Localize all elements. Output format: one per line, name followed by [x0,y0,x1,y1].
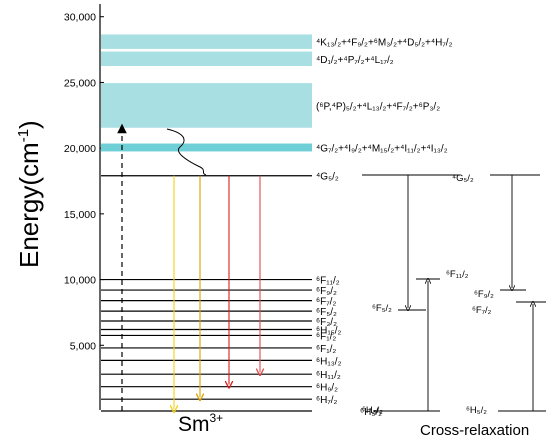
y-tick-label: 5,000 [70,340,96,352]
energy-level-label: ⁶H₅/₂ [360,407,382,418]
energy-level-label: ⁶F₁/₂ [316,331,336,342]
energy-band-label: ⁴G₇/₂+⁴I₉/₂+⁴M₁₅/₂+⁴I₁₁/₂+⁴I₁₃/₂ [316,143,448,154]
energy-level-label: ⁶H₁₁/₂ [316,370,341,381]
y-tick-label: 15,000 [64,209,96,221]
cr2-top-label: ⁴G₅/₂ [452,173,474,184]
cr1-ground-label: ⁶H₅/₂ [362,405,383,416]
energy-band-label: (⁶P,⁴P)₅/₂+⁴L₁₃/₂+⁴F₇/₂+⁶P₃/₂ [316,101,440,112]
cr1-mid-up-label: ⁶F₁₁/₂ [446,269,469,280]
cr2-ground-label: ⁶H₅/₂ [466,405,487,416]
cr2-mid-up-label: ⁶F₇/₂ [472,305,492,316]
energy-level-label: ⁶H₁₅/₂ [316,326,342,337]
energy-bands: ⁴K₁₃/₂+⁴F₉/₂+⁶M₃/₂+⁴D₅/₂+⁴H₇/₂ ⁴D₁/₂+⁴P₇/… [101,34,453,154]
energy-level-label: ⁶F₁₁/₂ [316,276,340,287]
y-axis-title-close: ) [14,120,44,129]
cross-relaxation-panel: ⁴G₅/₂ ⁶F₅/₂ ⁶F₁₁/₂ ⁶F₉/₂ ⁶F₇/₂ ⁶H₅/₂ ⁶H₅… [362,173,546,439]
y-axis-ticks: 5,000 10,000 15,000 20,000 25,000 30,000 [64,12,104,352]
energy-band-label: ⁴D₁/₂+⁴P₇/₂+⁴L₁₇/₂ [316,55,394,66]
cross-relaxation-title: Cross-relaxation [420,422,529,439]
energy-level-label: ⁶F₅/₂ [316,307,337,318]
y-tick-label: 10,000 [64,275,96,287]
energy-level-label: ⁶F₇/₂ [316,297,336,308]
energy-band [101,143,312,152]
y-tick-label: 30,000 [64,12,96,24]
energy-level-label: ⁶H₁₃/₂ [316,356,342,367]
energy-level-label: ⁶H₉/₂ [316,383,338,394]
energy-level-label: ⁶F₉/₂ [316,286,337,297]
energy-band [101,83,312,128]
energy-level-label: ⁶F₃/₂ [316,317,337,328]
y-axis-title-main: Energy(cm [14,142,44,268]
transition-arrows [117,123,260,411]
energy-level-label: ⁶H₇/₂ [316,395,338,406]
energy-band [101,34,312,49]
y-tick-label: 25,000 [64,77,96,89]
energy-level-label: ⁴G₅/₂ [316,172,339,183]
energy-levels: ⁴G₅/₂⁶F₁₁/₂⁶F₉/₂⁶F₇/₂⁶F₅/₂⁶F₃/₂⁶H₁₅/₂⁶F₁… [101,172,382,418]
y-axis-title-sup: -1 [15,129,32,142]
x-axis-label: Sm3+ [178,411,223,436]
y-axis-title: Energy(cm-1) [14,120,44,268]
energy-band-label: ⁴K₁₃/₂+⁴F₉/₂+⁶M₃/₂+⁴D₅/₂+⁴H₇/₂ [316,38,453,49]
cr1-mid-down-label: ⁶F₅/₂ [372,303,392,314]
y-tick-label: 20,000 [64,143,96,155]
energy-level-label: ⁶F₁/₂ [316,344,336,355]
cr2-mid-down-label: ⁶F₉/₂ [474,289,494,300]
energy-band [101,51,312,66]
x-axis-label-main: Sm [178,413,210,436]
x-axis-label-sup: 3+ [210,411,224,425]
nonradiative-relaxation-curve [166,128,207,176]
